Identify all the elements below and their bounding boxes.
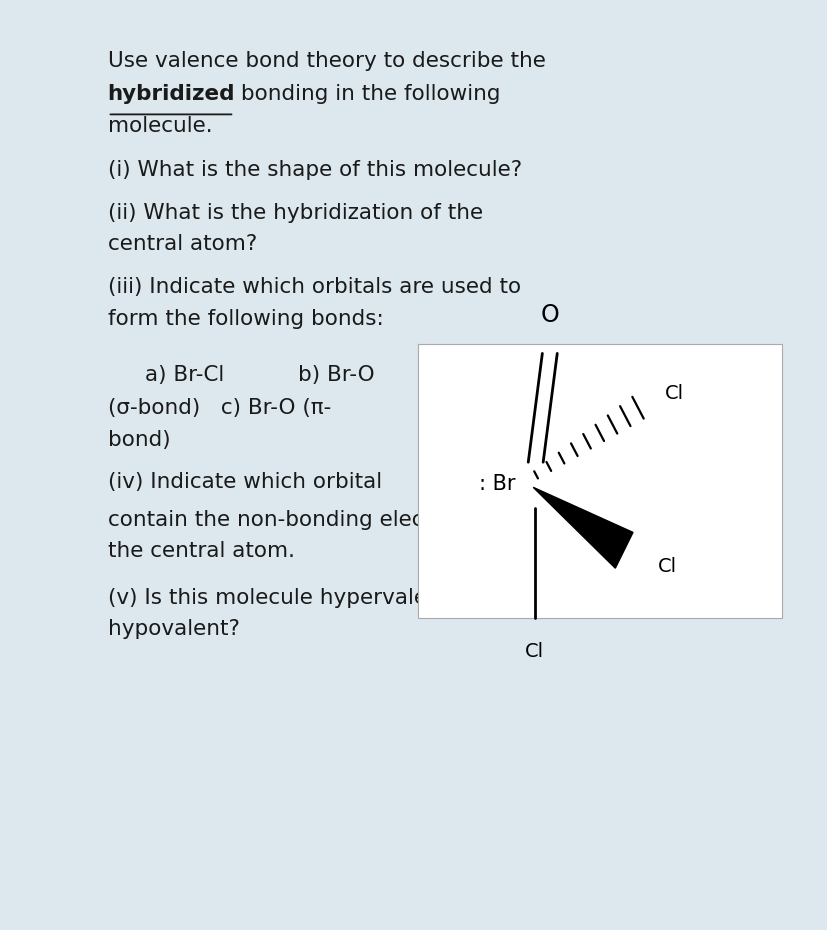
Text: (iv) Indicate which orbital: (iv) Indicate which orbital — [108, 472, 381, 493]
Text: (ii) What is the hybridization of the: (ii) What is the hybridization of the — [108, 203, 482, 223]
Text: Use valence bond theory to describe the: Use valence bond theory to describe the — [108, 51, 545, 72]
Text: b) Br-O: b) Br-O — [298, 365, 375, 385]
Text: bonding in the following: bonding in the following — [234, 84, 500, 104]
Text: (σ-bond)   c) Br-O (π-: (σ-bond) c) Br-O (π- — [108, 398, 331, 419]
Text: (i) What is the shape of this molecule?: (i) What is the shape of this molecule? — [108, 160, 521, 180]
Text: the central atom.: the central atom. — [108, 541, 294, 562]
Polygon shape — [533, 487, 632, 568]
Bar — [418, 344, 782, 618]
Text: : Br: : Br — [478, 473, 514, 494]
Text: central atom?: central atom? — [108, 234, 256, 255]
Text: hybridized: hybridized — [108, 84, 235, 104]
Text: Cl: Cl — [657, 557, 676, 576]
Text: a) Br-Cl: a) Br-Cl — [145, 365, 224, 385]
Text: molecule.: molecule. — [108, 116, 212, 137]
Text: bond): bond) — [108, 430, 170, 450]
Text: contain the non-bonding electrons on: contain the non-bonding electrons on — [108, 510, 511, 530]
Text: form the following bonds:: form the following bonds: — [108, 309, 383, 329]
Text: Cl: Cl — [664, 384, 683, 403]
Text: hypovalent?: hypovalent? — [108, 619, 239, 640]
Text: O: O — [540, 303, 558, 327]
Text: (iii) Indicate which orbitals are used to: (iii) Indicate which orbitals are used t… — [108, 277, 520, 298]
Text: Cl: Cl — [524, 642, 544, 660]
Text: (v) Is this molecule hypervalent or: (v) Is this molecule hypervalent or — [108, 588, 477, 608]
